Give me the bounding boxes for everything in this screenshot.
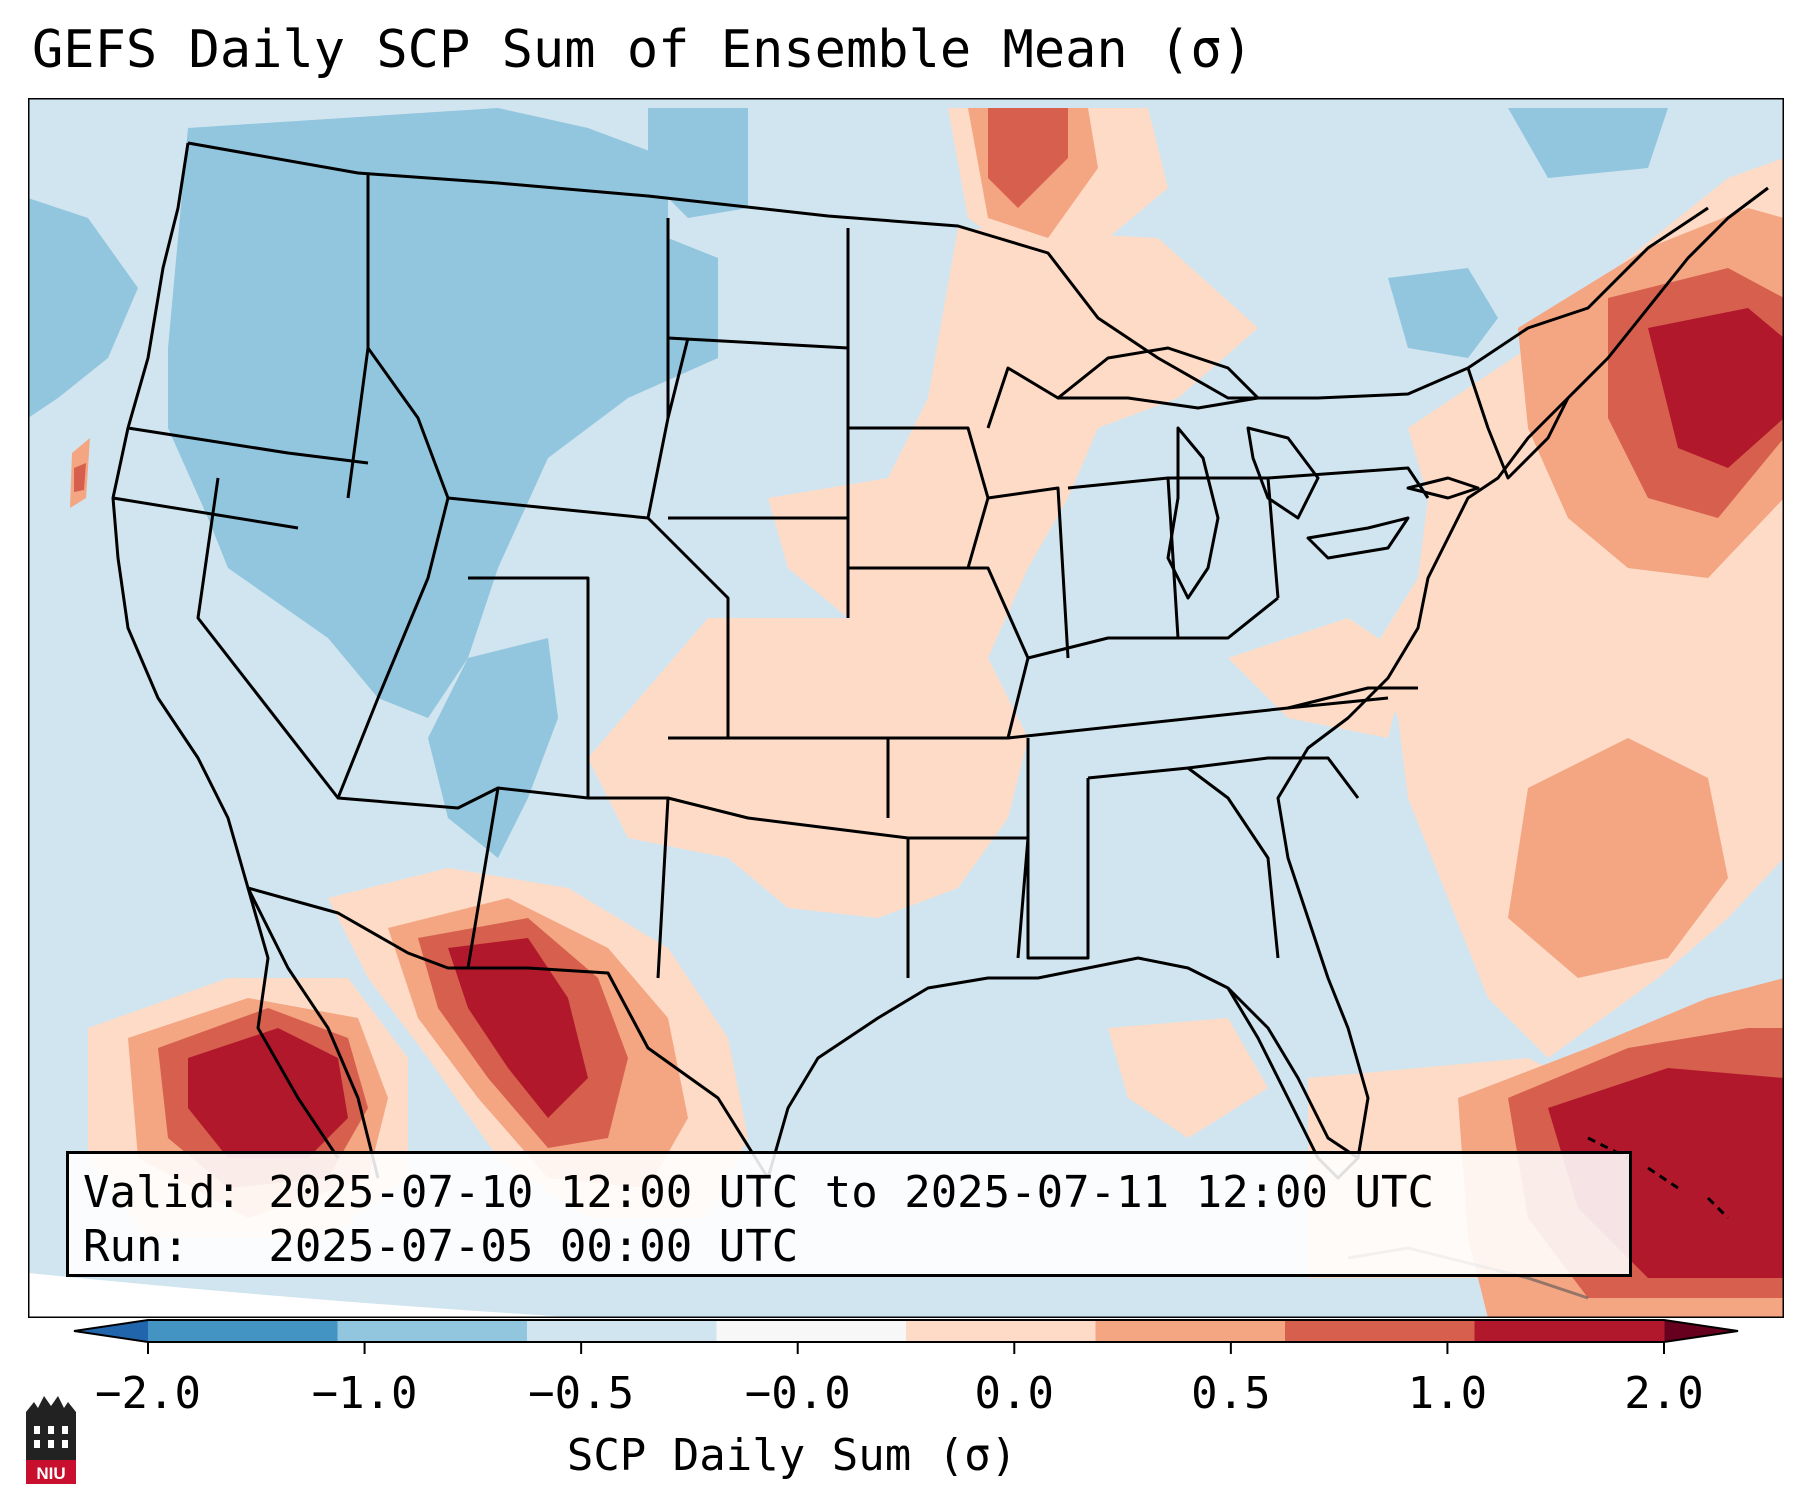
state-line-nd-sd <box>667 336 849 350</box>
map-outlines <box>111 141 1769 1300</box>
bahamas-islands <box>1587 1136 1730 1220</box>
colorbar-tick-label: −0.0 <box>744 1368 851 1419</box>
colorbar-tick-label: −0.5 <box>528 1368 635 1419</box>
valid-run-info-box: Valid: 2025-07-10 12:00 UTC to 2025-07-1… <box>66 1151 1632 1277</box>
run-time-text: Run: 2025-07-05 00:00 UTC <box>83 1221 799 1272</box>
us-canada-border <box>187 141 1709 400</box>
niu-logo-text: NIU <box>36 1464 65 1483</box>
colorbar-segment <box>1285 1320 1475 1342</box>
us-mexico-border <box>247 886 770 1179</box>
state-line-wa-or <box>127 426 369 465</box>
colorbar-segment <box>1095 1320 1286 1342</box>
colorbar-tick-label: 0.5 <box>1191 1368 1271 1419</box>
lake-ontario <box>1406 476 1480 500</box>
state-line-ut-az <box>337 786 589 810</box>
colorbar-segment <box>337 1320 528 1342</box>
colorbar-tick-label: 0.0 <box>974 1368 1055 1419</box>
state-line-wi-mi <box>986 366 1059 429</box>
state-line-va-nc <box>1287 686 1418 710</box>
state-line-ut-co <box>468 576 590 798</box>
colorbar-segment <box>527 1320 717 1342</box>
state-line-ky-oh <box>1027 596 1279 660</box>
colorbar-label: SCP Daily Sum (σ) <box>566 1430 1018 1481</box>
colorbar-segment <box>906 1320 1096 1342</box>
colorbar-tick-label: 2.0 <box>1624 1368 1704 1419</box>
state-line-or-ca <box>112 496 299 530</box>
anomaly-quebec <box>1388 268 1498 358</box>
state-line-co-ks <box>646 516 730 738</box>
lake-michigan <box>1166 426 1220 600</box>
anomaly-maine-peak <box>1648 308 1784 468</box>
pacific-coastline <box>111 142 380 1179</box>
lake-erie <box>1306 516 1410 560</box>
state-line-il-in <box>987 486 1070 659</box>
anomaly-great-basin <box>428 638 558 858</box>
state-line-az-nm <box>466 787 500 969</box>
state-line-pa-ny <box>1267 466 1430 499</box>
lake-huron <box>1246 426 1320 520</box>
anomaly-sonora-peak <box>448 938 588 1118</box>
anomaly-ontario-peak <box>988 108 1068 208</box>
niu-logo: NIU <box>26 1396 76 1484</box>
colorbar-segment <box>1474 1320 1665 1342</box>
colorbar <box>73 1319 1739 1354</box>
colorbar-tick-label: −1.0 <box>311 1368 418 1419</box>
colorbar-segment <box>148 1320 338 1342</box>
colorbar-extend-max <box>1664 1320 1738 1342</box>
gulf-coastline <box>766 186 1769 1179</box>
state-line-new-england <box>1466 367 1570 480</box>
state-line-nv <box>196 477 450 800</box>
state-line-ms-al <box>1026 738 1090 960</box>
anomaly-pacific-nw-offshore <box>28 198 138 418</box>
baja-coastline <box>246 887 340 1159</box>
chart-title: GEFS Daily SCP Sum of Ensemble Mean (σ) <box>32 20 1253 80</box>
state-line-or-id <box>346 347 370 499</box>
state-line-tx-ok <box>667 796 910 978</box>
anomaly-carolina-coast <box>1228 618 1408 738</box>
valid-time-text: Valid: 2025-07-10 12:00 UTC to 2025-07-1… <box>83 1167 1435 1218</box>
colorbar-segment <box>716 1320 907 1342</box>
colorbar-tick-label: −2.0 <box>95 1368 201 1419</box>
anomaly-gulf-of-mexico <box>1108 1018 1268 1138</box>
state-line-id-mt <box>366 173 450 499</box>
lake-superior <box>1056 346 1260 410</box>
anomaly-southern-plains <box>588 618 1028 918</box>
state-line-ga <box>1087 766 1280 959</box>
colorbar-tick-label: 1.0 <box>1407 1368 1488 1419</box>
projection-edge-left <box>28 1273 588 1318</box>
anomaly-west-coast-spot-core <box>74 463 86 492</box>
scp-map <box>28 98 1784 1318</box>
anomaly-northwest <box>168 108 718 718</box>
state-line-nc-sc <box>1187 756 1360 799</box>
anomaly-gulf-of-california-peak <box>188 1028 348 1158</box>
colorbar-extend-min <box>74 1320 148 1342</box>
anomaly-hudson-bay <box>1508 108 1668 178</box>
anomaly-manitoba <box>648 108 748 218</box>
anomaly-atlantic-mid <box>1508 738 1728 978</box>
